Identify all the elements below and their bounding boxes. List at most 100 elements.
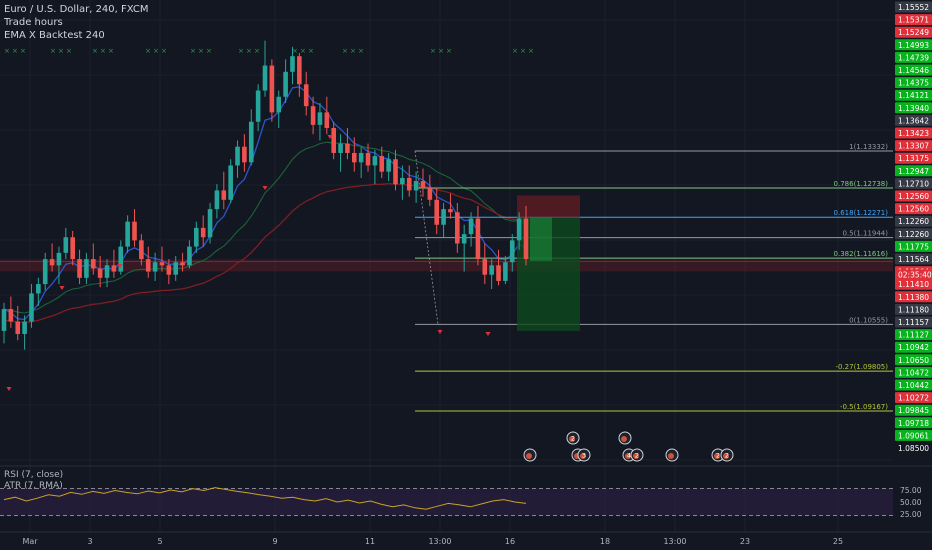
price-label-box	[895, 329, 932, 341]
price-axis[interactable]: 1.15552 1.15371 1.15249 1.14993 1.14739 1.145…	[893, 0, 932, 550]
price-label[interactable]: 1.13175	[898, 154, 929, 163]
candle-body	[489, 265, 494, 275]
price-label[interactable]: 1.10650	[898, 356, 929, 365]
price-label[interactable]: 1.11380	[898, 293, 929, 302]
price-label[interactable]: 1.12947	[898, 167, 929, 176]
candle-body	[8, 309, 14, 322]
price-label[interactable]: 1.10472	[898, 368, 929, 377]
event-dot	[723, 453, 729, 459]
sell-arrow	[59, 286, 65, 290]
price-label-box	[895, 417, 932, 429]
candle-body	[166, 265, 172, 275]
candle-body	[393, 159, 398, 185]
candle-body	[207, 209, 213, 238]
price-label[interactable]: 1.12710	[898, 179, 929, 188]
price-label[interactable]: 1.11157	[898, 318, 929, 327]
fib-level-label: 0.5(1.11944)	[842, 230, 888, 238]
time-tick-label[interactable]: 13:00	[663, 537, 686, 546]
price-label[interactable]: 1.14739	[898, 53, 929, 62]
time-tick-label[interactable]: 18	[600, 537, 610, 546]
candle-body	[475, 218, 481, 260]
candle-body	[496, 265, 501, 281]
price-label[interactable]: 1.14121	[898, 91, 929, 100]
trade-hours-label[interactable]: Trade hours	[4, 17, 63, 28]
event-count: 2	[716, 452, 720, 460]
candle-body	[29, 293, 34, 322]
signal-marker: ×	[512, 47, 518, 55]
time-tick-label[interactable]: 23	[740, 537, 750, 546]
economic-events[interactable]: 23 4 2 2 2	[523, 431, 734, 462]
signal-marker: ×	[153, 47, 159, 55]
price-label-box	[895, 278, 932, 290]
candle-body	[324, 112, 330, 128]
ema-backtest-label[interactable]: EMA X Backtest 240	[4, 30, 105, 41]
rsi-legend[interactable]: RSI (7, close)	[4, 470, 64, 480]
sell-arrow	[262, 186, 268, 190]
price-label[interactable]: 1.14546	[898, 66, 929, 75]
event-count: 2	[571, 435, 575, 443]
price-label[interactable]: 1.13642	[898, 116, 929, 125]
rsi-band	[0, 488, 893, 516]
price-label[interactable]: 1.12560	[898, 205, 929, 214]
candle-body	[125, 221, 130, 247]
price-label[interactable]: 1.15552	[898, 3, 929, 12]
grid	[29, 0, 839, 532]
price-label[interactable]: 1.15249	[898, 28, 929, 37]
time-tick-label[interactable]: 11	[365, 537, 375, 546]
time-tick-label[interactable]: 13:00	[428, 537, 451, 546]
price-label[interactable]: 1.09061	[898, 431, 929, 440]
price-label[interactable]: 1.09718	[898, 419, 929, 428]
price-label[interactable]: 1.14993	[898, 41, 929, 50]
price-label[interactable]: 1.10442	[898, 381, 929, 390]
price-label[interactable]: 1.08500	[898, 444, 929, 453]
price-label[interactable]: 1.12560	[898, 192, 929, 201]
candle-body	[345, 143, 350, 153]
price-label[interactable]: 1.11564	[898, 255, 929, 264]
signal-marker: ×	[58, 47, 64, 55]
price-label[interactable]: 1.10272	[898, 394, 929, 403]
candle-body	[310, 106, 316, 125]
event-dot	[526, 453, 532, 459]
candle-body	[235, 146, 240, 166]
price-label[interactable]: 1.13423	[898, 129, 929, 138]
price-label[interactable]: 1.11180	[898, 305, 929, 314]
candle-body	[228, 165, 233, 200]
price-label[interactable]: 1.10942	[898, 343, 929, 352]
price-label-box	[895, 26, 932, 38]
price-label[interactable]: 1.09845	[898, 406, 929, 415]
price-label-box	[895, 51, 932, 63]
fibonacci-retracement[interactable]: 1(1.13332) 0.786(1.12738) 0.618(1.12271) 0.…	[414, 143, 893, 412]
time-tick-label[interactable]: 25	[833, 537, 843, 546]
price-label[interactable]: 1.11775	[898, 242, 929, 251]
atr-legend[interactable]: ATR (7, RMA)	[4, 481, 63, 491]
time-axis[interactable]: Mar 3 5 9 11 13:00 16 18 13:00 23 25	[0, 531, 932, 546]
price-label[interactable]: 1.11410	[898, 280, 929, 289]
price-label[interactable]: 1.12260	[898, 217, 929, 226]
fib-level-label: 0.618(1.12271)	[834, 209, 889, 217]
sell-arrow	[327, 135, 333, 139]
candle-body	[427, 187, 433, 200]
candle-body	[468, 218, 474, 235]
price-label-box	[895, 140, 932, 152]
price-label[interactable]: 1.15371	[898, 16, 929, 25]
time-tick-label[interactable]: 3	[87, 537, 92, 546]
event-dot	[625, 453, 631, 459]
time-tick-label[interactable]: 5	[157, 537, 162, 546]
countdown-box	[895, 269, 932, 280]
price-label[interactable]: 1.13940	[898, 104, 929, 113]
time-tick-label[interactable]: Mar	[22, 537, 38, 546]
price-label[interactable]: 1.14375	[898, 79, 929, 88]
candle-body	[42, 259, 48, 285]
price-label-box	[895, 341, 932, 353]
support-resistance-zone	[0, 259, 893, 272]
instrument-title[interactable]: Euro / U.S. Dollar, 240, FXCM	[4, 4, 149, 15]
price-label[interactable]: 1.13307	[898, 142, 929, 151]
price-label[interactable]: 1.11127	[898, 331, 929, 340]
price-label-box	[895, 89, 932, 101]
time-tick-label[interactable]: 9	[272, 537, 277, 546]
time-tick-label[interactable]: 16	[505, 537, 515, 546]
price-label[interactable]: 1.12260	[898, 230, 929, 239]
trade-markers: × × × × × × × × × × × × × × × × × × × × × × × × × × × × × ×	[4, 47, 534, 391]
